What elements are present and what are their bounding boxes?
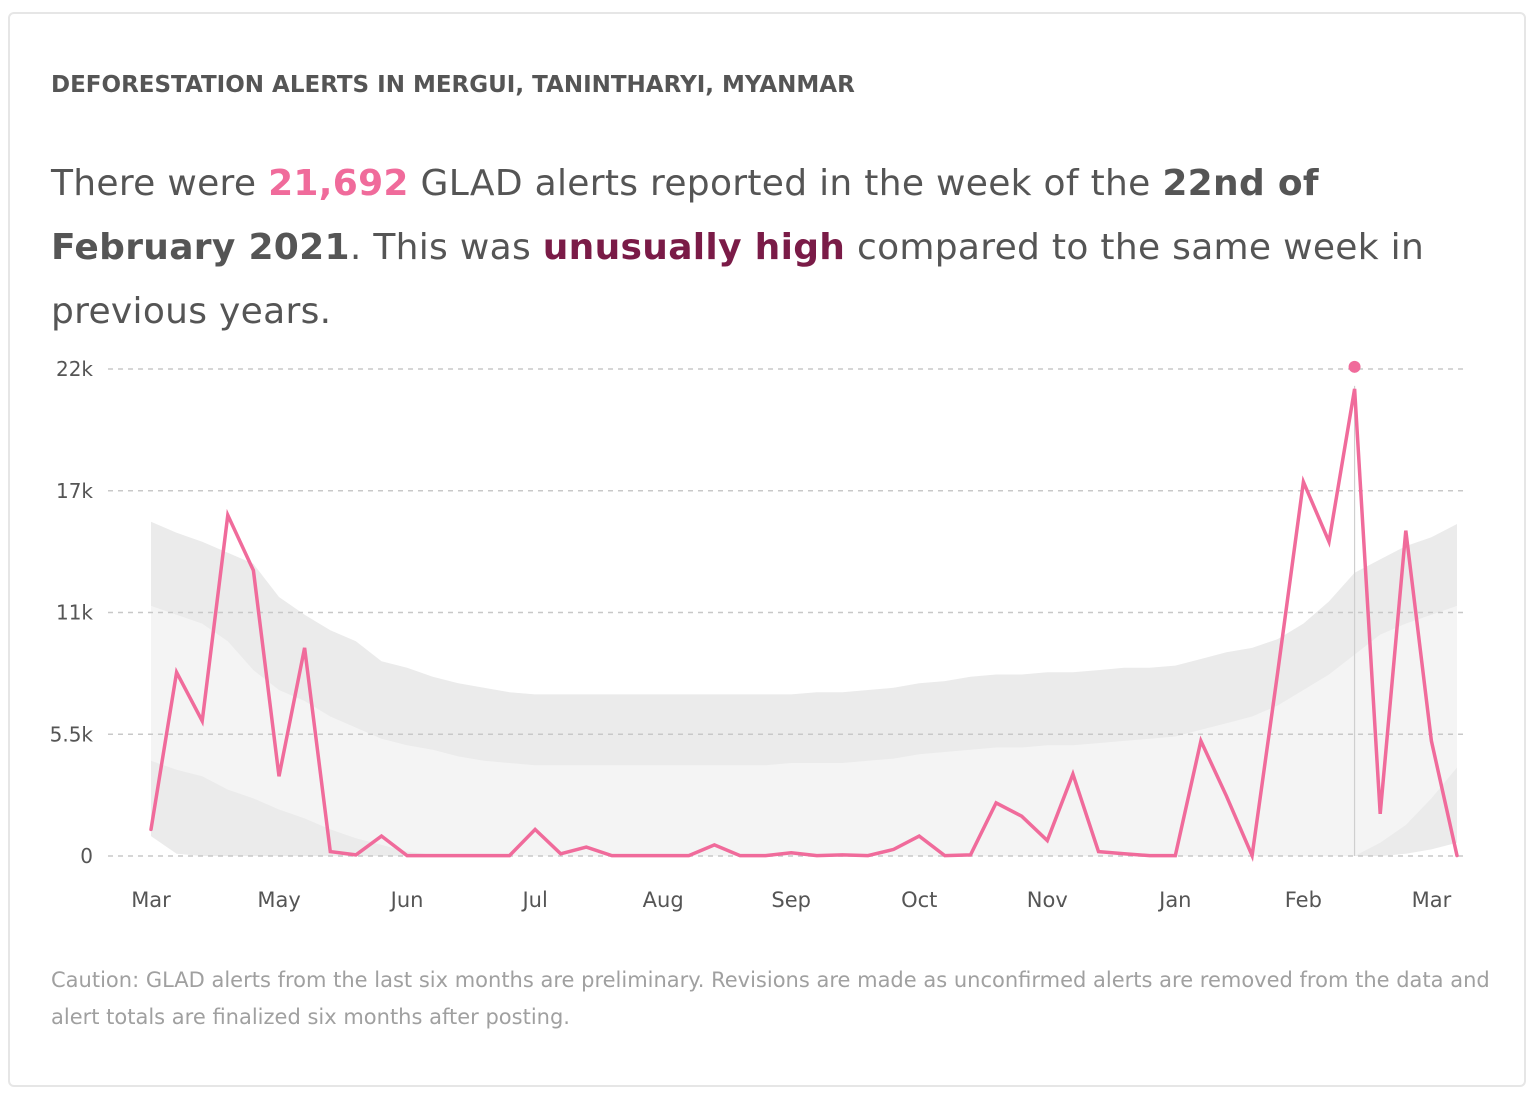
data-point[interactable]	[376, 830, 388, 842]
sentence-part-3: . This was	[349, 227, 543, 268]
data-point[interactable]	[196, 715, 208, 727]
alerts-widget-card	[8, 12, 1526, 1087]
data-point[interactable]	[1451, 850, 1463, 862]
alert-count: 21,692	[268, 163, 409, 204]
data-point[interactable]	[990, 797, 1002, 809]
data-point[interactable]	[452, 850, 464, 862]
data-point[interactable]	[1349, 383, 1361, 395]
data-point[interactable]	[862, 850, 874, 862]
x-tick-label: Nov	[1027, 888, 1068, 912]
data-point[interactable]	[606, 850, 618, 862]
sentence-part-2: GLAD alerts reported in the week of the	[408, 163, 1163, 204]
data-point[interactable]	[1169, 850, 1181, 862]
x-tick-label: Feb	[1285, 888, 1322, 912]
data-point[interactable]	[1400, 525, 1412, 537]
series-line-0	[149, 388, 1459, 863]
data-point[interactable]	[785, 847, 797, 859]
data-point[interactable]	[657, 850, 669, 862]
widget-title: DEFORESTATION ALERTS IN MERGUI, TANINTHA…	[51, 72, 855, 98]
y-tick-label: 11k	[56, 601, 93, 625]
x-tick-label: May	[257, 888, 300, 912]
data-point[interactable]	[1272, 666, 1284, 678]
y-tick-label: 17k	[56, 479, 93, 503]
data-point[interactable]	[529, 823, 541, 835]
data-point[interactable]	[632, 850, 644, 862]
x-tick-label: Jul	[520, 888, 547, 912]
data-point[interactable]	[1425, 735, 1437, 747]
data-point[interactable]	[299, 642, 311, 654]
widget-sentence: There were 21,692 GLAD alerts reported i…	[51, 152, 1491, 344]
data-point[interactable]	[145, 823, 157, 835]
data-point[interactable]	[913, 830, 925, 842]
data-point[interactable]	[1374, 808, 1386, 820]
y-tick-label: 22k	[56, 357, 93, 381]
data-point[interactable]	[1323, 536, 1335, 548]
data-point[interactable]	[811, 850, 823, 862]
data-point[interactable]	[1246, 850, 1258, 862]
data-point[interactable]	[350, 849, 362, 861]
data-point[interactable]	[1093, 846, 1105, 858]
data-point[interactable]	[324, 846, 336, 858]
sentence-part-1: There were	[51, 163, 269, 204]
band-inner	[151, 605, 1457, 856]
x-tick-label: Jan	[1157, 888, 1191, 912]
x-tick-label: Mar	[1412, 888, 1452, 912]
y-tick-label: 0	[80, 844, 93, 868]
data-point[interactable]	[939, 850, 951, 862]
alert-status: unusually high	[542, 227, 846, 268]
highlight-point[interactable]	[1348, 360, 1361, 373]
data-point[interactable]	[504, 850, 516, 862]
x-tick-label: Oct	[901, 888, 937, 912]
data-point[interactable]	[222, 509, 234, 521]
data-point[interactable]	[836, 849, 848, 861]
data-point[interactable]	[1016, 810, 1028, 822]
data-point[interactable]	[580, 841, 592, 853]
data-point[interactable]	[555, 848, 567, 860]
data-point[interactable]	[683, 850, 695, 862]
data-point[interactable]	[427, 850, 439, 862]
data-point[interactable]	[1221, 790, 1233, 802]
data-point[interactable]	[1041, 835, 1053, 847]
data-point[interactable]	[888, 843, 900, 855]
alert-date: 22nd of February 2021	[51, 163, 1319, 268]
x-tick-label: Aug	[643, 888, 684, 912]
data-point[interactable]	[478, 850, 490, 862]
x-tick-label: Mar	[131, 888, 171, 912]
sentence-part-4: compared to the same week in previous ye…	[51, 227, 1425, 332]
x-tick-label: Jun	[389, 888, 424, 912]
caution-note: Caution: GLAD alerts from the last six m…	[51, 968, 1490, 1029]
data-point[interactable]	[1067, 768, 1079, 780]
x-tick-label: Sep	[771, 888, 811, 912]
data-point[interactable]	[247, 564, 259, 576]
data-point[interactable]	[171, 666, 183, 678]
data-point[interactable]	[401, 850, 413, 862]
data-point[interactable]	[760, 850, 772, 862]
data-point[interactable]	[273, 770, 285, 782]
data-point[interactable]	[965, 849, 977, 861]
y-tick-label: 5.5k	[50, 722, 94, 746]
data-point[interactable]	[708, 839, 720, 851]
data-point[interactable]	[1195, 735, 1207, 747]
data-point[interactable]	[1118, 848, 1130, 860]
data-point[interactable]	[1297, 476, 1309, 488]
data-point[interactable]	[1144, 850, 1156, 862]
data-point[interactable]	[734, 850, 746, 862]
